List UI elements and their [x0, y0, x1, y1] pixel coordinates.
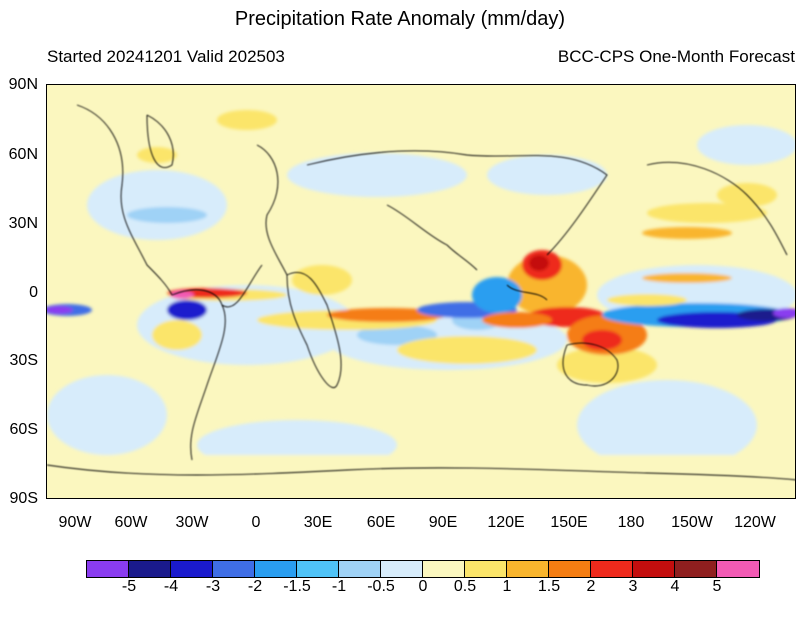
chart-title: Precipitation Rate Anomaly (mm/day) — [234, 8, 566, 30]
colorbar-swatch — [381, 561, 423, 577]
lon-label: 60W — [114, 514, 148, 531]
colorbar-swatch — [255, 561, 297, 577]
lat-label: 30N — [8, 215, 38, 232]
colorbar-label: -3 — [205, 578, 221, 595]
colorbar-swatch — [213, 561, 255, 577]
colorbar-swatch — [423, 561, 465, 577]
colorbar-swatch — [339, 561, 381, 577]
lat-label: 90N — [8, 76, 38, 93]
colorbar-swatch — [87, 561, 129, 577]
colorbar-swatch — [507, 561, 549, 577]
colorbar-label: 1 — [502, 578, 512, 595]
colorbar-swatch — [591, 561, 633, 577]
colorbar-swatch — [465, 561, 507, 577]
colorbar-swatch — [675, 561, 717, 577]
anomaly-field — [47, 85, 795, 498]
colorbar-label: -0.5 — [367, 578, 395, 595]
lat-label: 30S — [9, 352, 38, 369]
colorbar-label: 5 — [712, 578, 722, 595]
lon-label: 120W — [734, 514, 776, 531]
lon-label: 60E — [366, 514, 396, 531]
colorbar-label: -4 — [163, 578, 179, 595]
colorbar — [86, 560, 760, 578]
lon-label: 150W — [671, 514, 713, 531]
lon-label: 30E — [303, 514, 333, 531]
colorbar-swatch — [171, 561, 213, 577]
lat-label: 60N — [8, 146, 38, 163]
lat-label: 0 — [29, 284, 38, 301]
colorbar-swatch — [129, 561, 171, 577]
lon-label: 120E — [487, 514, 525, 531]
colorbar-label: -2 — [247, 578, 263, 595]
lon-label: 150E — [550, 514, 588, 531]
forecast-dates: Started 20241201 Valid 202503 — [47, 47, 285, 66]
colorbar-label: 4 — [670, 578, 680, 595]
colorbar-label: -5 — [121, 578, 137, 595]
model-name: BCC-CPS One-Month Forecast — [557, 47, 795, 66]
colorbar-swatch — [549, 561, 591, 577]
lon-label: 30W — [175, 514, 209, 531]
lon-label: 90W — [58, 514, 92, 531]
anomaly-map — [46, 84, 796, 499]
colorbar-label: 3 — [628, 578, 638, 595]
lon-label: 180 — [617, 514, 645, 531]
colorbar-label: 0 — [418, 578, 428, 595]
colorbar-label: -1 — [331, 578, 347, 595]
lat-label: 60S — [9, 421, 38, 438]
lat-label: 90S — [9, 490, 38, 507]
colorbar-swatch — [633, 561, 675, 577]
colorbar-label: 0.5 — [453, 578, 477, 595]
colorbar-label: 1.5 — [537, 578, 561, 595]
colorbar-swatch — [717, 561, 759, 577]
lon-label: 90E — [428, 514, 458, 531]
colorbar-label: 2 — [586, 578, 596, 595]
lon-label: 0 — [251, 514, 261, 531]
colorbar-swatch — [297, 561, 339, 577]
colorbar-label: -1.5 — [283, 578, 311, 595]
